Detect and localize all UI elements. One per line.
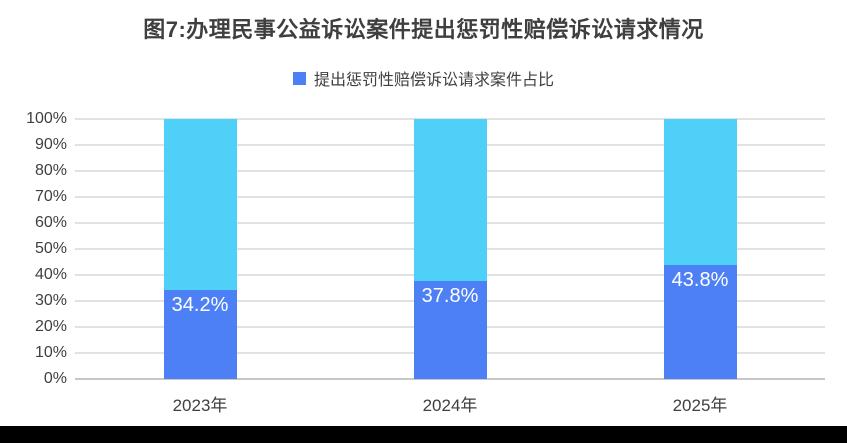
bar-segment-remainder[interactable] [163, 119, 237, 291]
chart-legend[interactable]: 提出惩罚性赔偿诉讼请求案件占比 [0, 66, 847, 90]
stacked-bar[interactable]: 34.2% [163, 119, 237, 379]
legend-swatch-icon [292, 71, 306, 85]
y-tick-label: 70% [34, 188, 67, 205]
bar-value-label: 37.8% [421, 284, 479, 307]
x-tick-label: 2024年 [422, 396, 478, 415]
stacked-bar[interactable]: 37.8% [413, 119, 487, 379]
bar-value-label: 43.8% [671, 269, 729, 292]
chart-title: 图7:办理民事公益诉讼案件提出惩罚性赔偿诉讼请求情况 [143, 17, 704, 42]
y-tick-label: 60% [34, 214, 67, 231]
y-tick-label: 100% [26, 110, 67, 127]
bar-segment-value[interactable]: 34.2% [163, 290, 237, 379]
bar-segment-value[interactable]: 43.8% [663, 265, 737, 379]
y-tick-label: 20% [34, 318, 67, 335]
y-tick-label: 40% [34, 266, 67, 283]
x-axis-line [75, 378, 825, 380]
bar-value-label: 34.2% [171, 294, 229, 317]
bottom-black-bar [0, 426, 847, 443]
x-tick-label: 2023年 [172, 396, 228, 415]
plot-area: 0% 10% 20% 30% 40% 50% 60% 70% 80% 90% 100% 34.2% 20… [26, 111, 825, 415]
y-tick-label: 30% [34, 292, 67, 309]
y-tick-label: 10% [34, 344, 67, 361]
x-tick-label: 2025年 [672, 396, 728, 415]
y-tick-label: 90% [34, 136, 67, 153]
bar-segment-remainder[interactable] [413, 119, 487, 281]
y-tick-label: 80% [34, 162, 67, 179]
y-tick-label: 0% [43, 370, 67, 387]
stacked-bar[interactable]: 43.8% [663, 119, 737, 379]
bar-segment-remainder[interactable] [663, 119, 737, 266]
bar-segment-value[interactable]: 37.8% [413, 280, 487, 379]
legend-label: 提出惩罚性赔偿诉讼请求案件占比 [313, 72, 554, 89]
y-tick-label: 50% [34, 240, 67, 257]
